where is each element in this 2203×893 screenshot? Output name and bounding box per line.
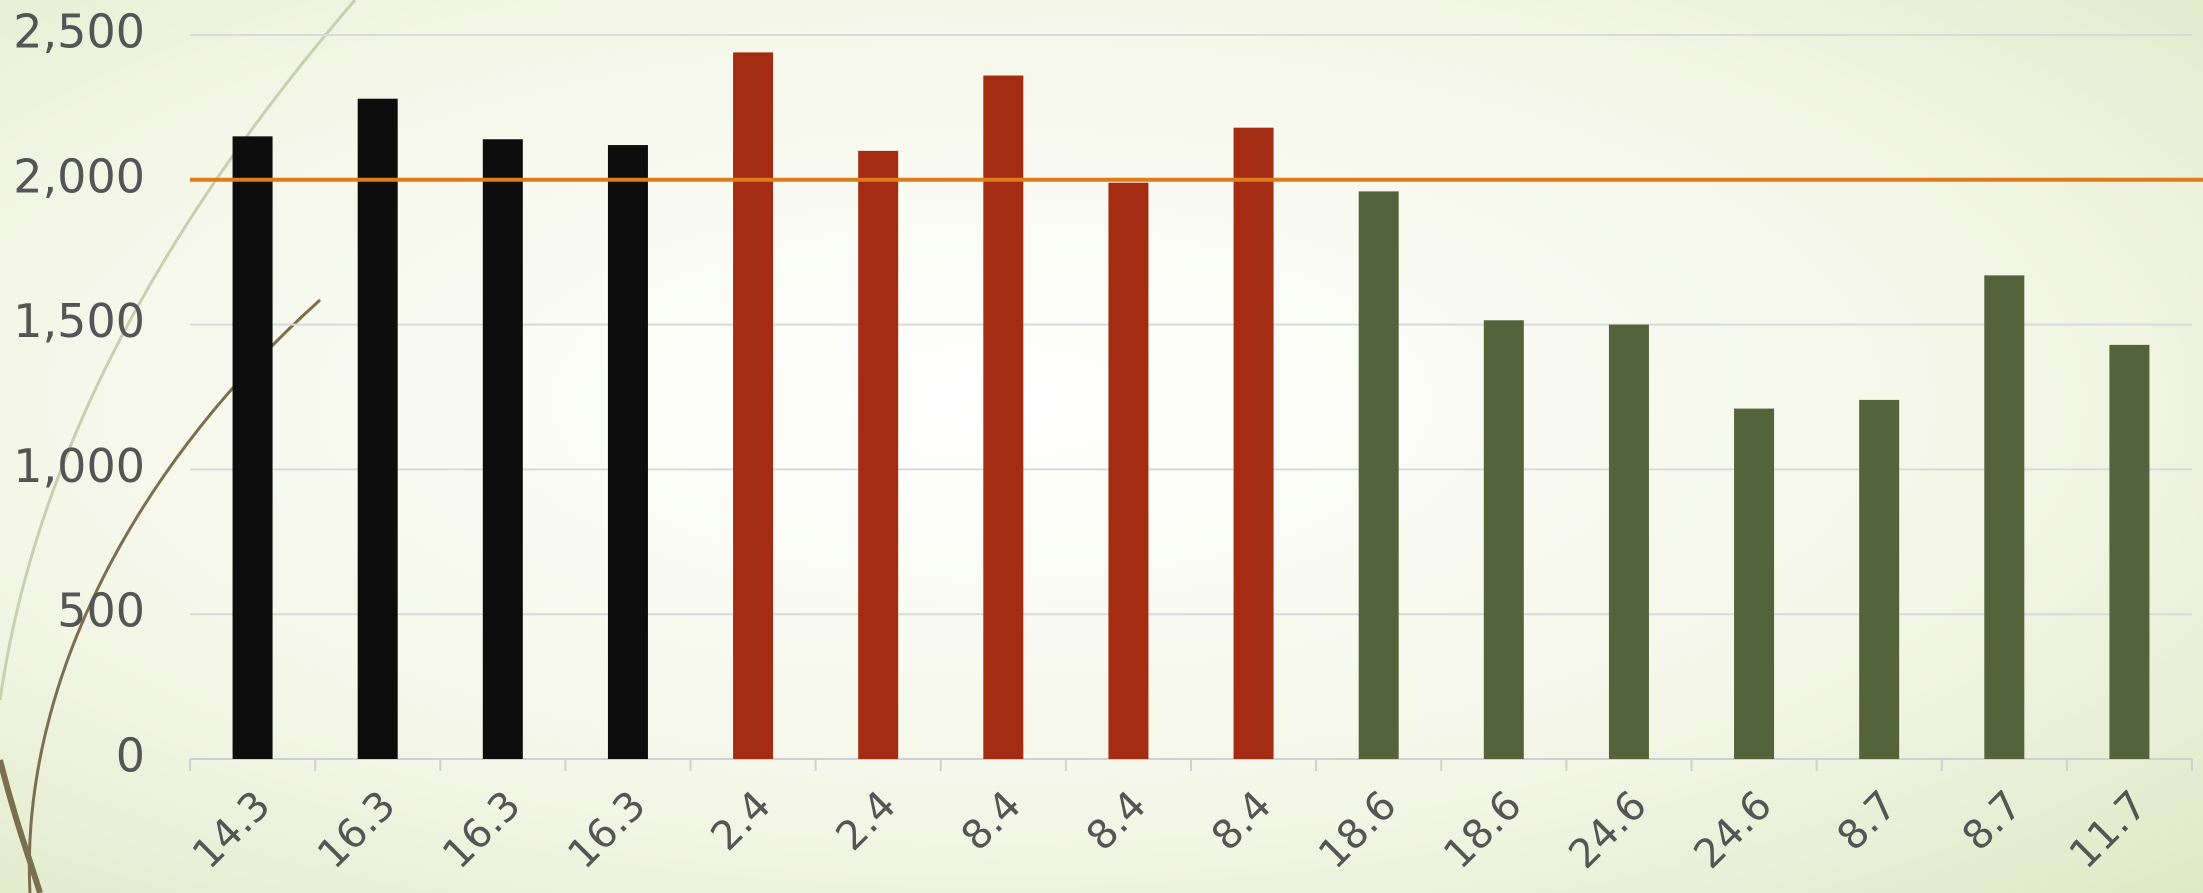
bar <box>1734 408 1775 759</box>
y-tick-label: 1,500 <box>13 294 145 348</box>
bar <box>1108 182 1149 760</box>
bar <box>1859 399 1900 759</box>
bar <box>733 52 774 760</box>
bar <box>983 75 1024 759</box>
y-tick-label: 2,500 <box>13 5 145 59</box>
y-tick-label: 2,000 <box>13 149 145 203</box>
bar <box>1984 275 2025 759</box>
bar <box>2109 344 2150 759</box>
y-tick-label: 0 <box>116 729 145 783</box>
y-tick-label: 500 <box>57 584 145 638</box>
bar <box>482 139 523 760</box>
bar <box>1358 191 1399 759</box>
bar <box>232 136 273 760</box>
decoration <box>0 0 357 701</box>
bar <box>858 150 899 760</box>
bar <box>357 98 398 760</box>
decoration <box>0 759 43 893</box>
bar <box>1483 320 1524 759</box>
bar <box>1233 127 1274 759</box>
y-tick-label: 1,000 <box>13 439 145 493</box>
bar <box>1608 324 1649 759</box>
bar <box>607 145 648 760</box>
